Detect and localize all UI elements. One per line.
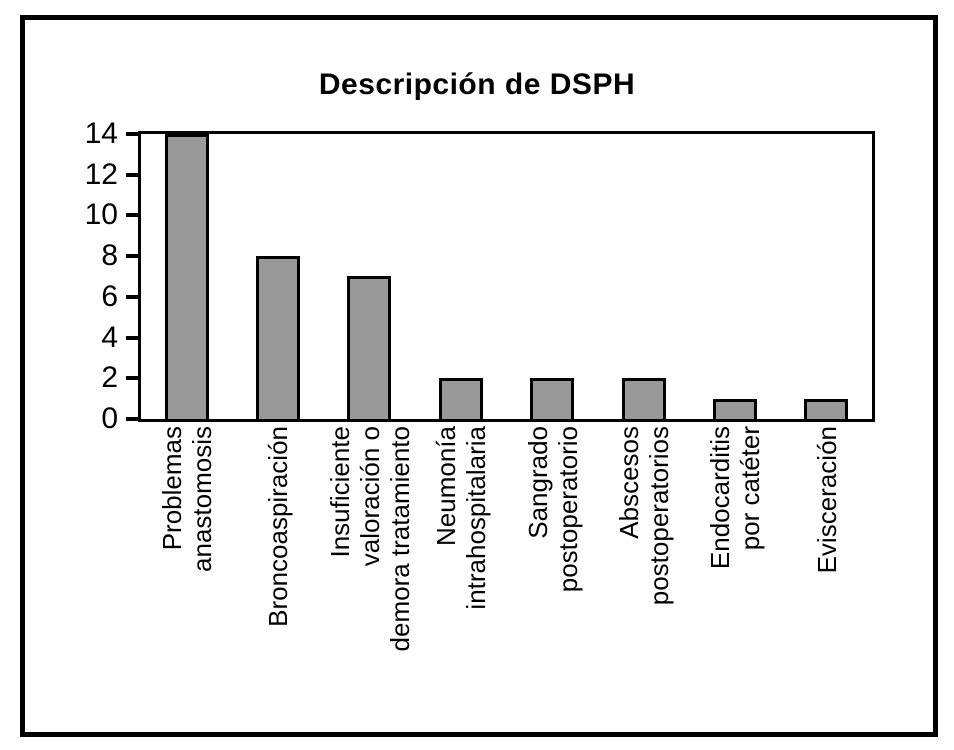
bar — [621, 378, 666, 419]
x-axis-label: Endocarditis por catéter — [704, 426, 765, 570]
y-axis-tick — [126, 335, 138, 340]
bar — [804, 399, 849, 419]
x-axis-label: Problemas anastomosis — [156, 426, 217, 572]
bar — [712, 399, 757, 419]
plot-area — [138, 131, 875, 422]
x-axis-label: Neumonía intrahospitalaria — [430, 426, 491, 610]
bar-series — [141, 134, 872, 419]
y-axis-tick-label: 10 — [84, 198, 118, 232]
x-axis-label: Broncoaspiración — [262, 426, 293, 627]
y-axis-tick-label: 8 — [101, 239, 118, 273]
x-axis-label-cell: Endocarditis por catéter — [689, 426, 780, 716]
y-axis-tick-label: 14 — [84, 117, 118, 150]
y-axis-tick — [126, 254, 138, 259]
x-axis-label-cell: Sangrado postoperatorio — [507, 426, 598, 716]
y-axis-tick-label: 12 — [84, 157, 118, 191]
bar — [347, 276, 392, 419]
x-axis-label-cell: Evisceración — [781, 426, 872, 716]
bar — [530, 378, 575, 419]
y-axis-tick — [126, 417, 138, 421]
y-axis-tick-label: 4 — [101, 320, 118, 354]
x-axis-label: Sangrado postoperatorio — [522, 426, 582, 593]
x-axis-label-cell: Broncoaspiración — [232, 426, 323, 716]
bar — [438, 378, 483, 419]
x-axis-label: Insuficiente valoración o demora tratami… — [324, 426, 415, 652]
y-axis-tick-label: 0 — [101, 402, 118, 435]
y-axis-tick — [126, 294, 138, 299]
y-axis-tick-label: 6 — [101, 279, 118, 313]
bar — [256, 256, 301, 419]
x-axis-labels: Problemas anastomosis Broncoaspiración Ins… — [141, 426, 872, 716]
y-axis-tick-label: 2 — [101, 361, 118, 395]
x-axis-label-cell: Abscesos postoperatorios — [598, 426, 689, 716]
x-axis-label-cell: Problemas anastomosis — [141, 426, 232, 716]
x-axis-label: Abscesos postoperatorios — [613, 426, 674, 606]
chart-title: Descripción de DSPH — [318, 68, 636, 101]
x-axis-label-cell: Neumonía intrahospitalaria — [415, 426, 506, 716]
y-axis-tick — [126, 132, 138, 136]
x-axis-label-cell: Insuficiente valoración o demora tratami… — [324, 426, 415, 716]
bar — [164, 134, 209, 419]
y-axis-tick — [126, 213, 138, 218]
y-axis-tick — [126, 376, 138, 381]
y-axis-tick — [126, 172, 138, 177]
x-axis-label: Evisceración — [811, 426, 842, 574]
